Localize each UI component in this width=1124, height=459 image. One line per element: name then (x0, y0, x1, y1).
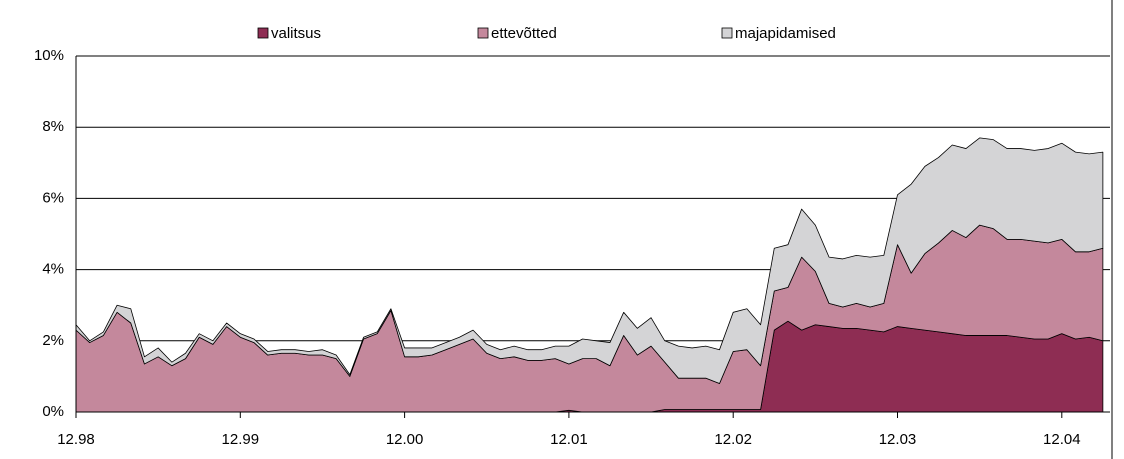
x-tick-label: 12.04 (1043, 431, 1081, 448)
legend-swatch (721, 27, 733, 39)
legend-swatch (477, 27, 489, 39)
legend-label: valitsus (271, 25, 321, 42)
x-tick-label: 12.98 (57, 431, 95, 448)
x-tick-label: 12.03 (879, 431, 917, 448)
legend-swatch (257, 27, 269, 39)
y-tick-label: 2% (42, 332, 64, 349)
x-tick-label: 12.01 (550, 431, 588, 448)
area (75, 137, 1104, 384)
x-tick-label: 12.99 (222, 431, 260, 448)
y-tick-label: 10% (34, 47, 64, 64)
x-tick-label: 12.00 (386, 431, 424, 448)
y-tick-label: 6% (42, 189, 64, 206)
y-tick-label: 8% (42, 118, 64, 135)
legend-label: ettevõtted (491, 25, 557, 42)
y-tick-label: 0% (42, 403, 64, 420)
legend-label: majapidamised (735, 25, 836, 42)
areas (75, 137, 1104, 413)
legend: valitsus ettevõtted majapidamised (257, 25, 836, 42)
x-tick-label: 12.02 (714, 431, 752, 448)
y-tick-label: 4% (42, 261, 64, 278)
